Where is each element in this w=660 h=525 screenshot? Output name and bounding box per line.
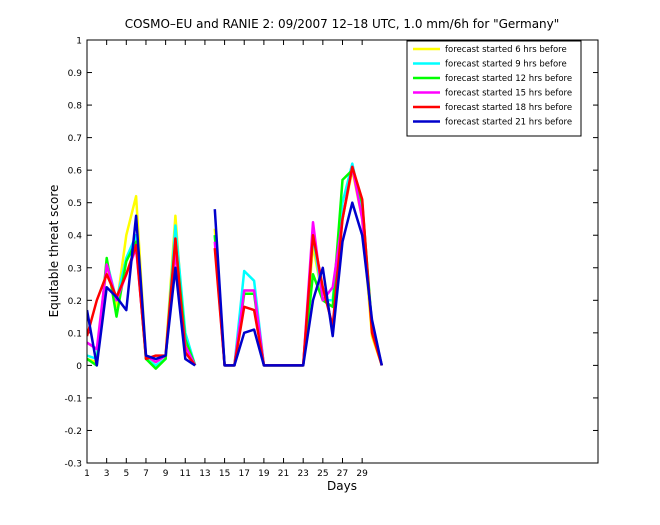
y-tick-label: -0.1 — [64, 394, 82, 404]
legend-label-5: forecast started 18 hrs before — [445, 103, 572, 113]
y-tick-label: 0 — [76, 362, 82, 372]
legend-label-6: forecast started 21 hrs before — [445, 118, 572, 128]
y-tick-label: 0.7 — [68, 134, 82, 144]
x-tick-label: 27 — [337, 469, 348, 479]
x-tick-label: 3 — [104, 469, 110, 479]
series-line-6 — [87, 201, 384, 367]
y-tick-label: -0.3 — [64, 460, 82, 470]
x-tick-label: 25 — [317, 469, 328, 479]
x-tick-label: 5 — [123, 469, 129, 479]
x-tick-label: 1 — [84, 469, 90, 479]
y-tick-label: 0.8 — [68, 102, 83, 112]
x-tick-label: 29 — [356, 469, 368, 479]
x-tick-label: 17 — [239, 469, 250, 479]
y-tick-label: 0.1 — [68, 329, 82, 339]
legend-label-4: forecast started 15 hrs before — [445, 89, 572, 99]
x-axis-label: Days — [327, 479, 357, 493]
x-tick-label: 11 — [180, 469, 191, 479]
legend-label-1: forecast started 6 hrs before — [445, 45, 567, 55]
y-tick-label: -0.2 — [64, 427, 82, 437]
plot-frame — [86, 39, 599, 464]
y-tick-label: 0.3 — [68, 264, 82, 274]
x-tick-label: 15 — [219, 469, 230, 479]
y-tick-label: 0.6 — [68, 167, 83, 177]
legend-label-2: forecast started 9 hrs before — [445, 60, 567, 70]
y-tick-label: 0.4 — [68, 232, 83, 242]
x-tick-label: 7 — [143, 469, 149, 479]
y-axis-label: Equitable threat score — [47, 185, 61, 318]
chart-title: COSMO–EU and RANIE 2: 09/2007 12–18 UTC,… — [125, 17, 560, 31]
x-tick-label: 9 — [163, 469, 169, 479]
y-tick-label: 1 — [76, 37, 82, 47]
y-tick-label: 0.5 — [68, 199, 82, 209]
x-tick-label: 19 — [258, 469, 270, 479]
x-tick-label: 13 — [199, 469, 210, 479]
legend-box — [406, 40, 582, 137]
y-tick-label: 0.2 — [68, 297, 82, 307]
y-tick-label: 0.9 — [68, 69, 83, 79]
x-tick-label: 23 — [297, 469, 308, 479]
legend-label-3: forecast started 12 hrs before — [445, 74, 572, 84]
x-tick-label: 21 — [278, 469, 289, 479]
legend: forecast started 6 hrs before forecast st… — [406, 40, 582, 137]
